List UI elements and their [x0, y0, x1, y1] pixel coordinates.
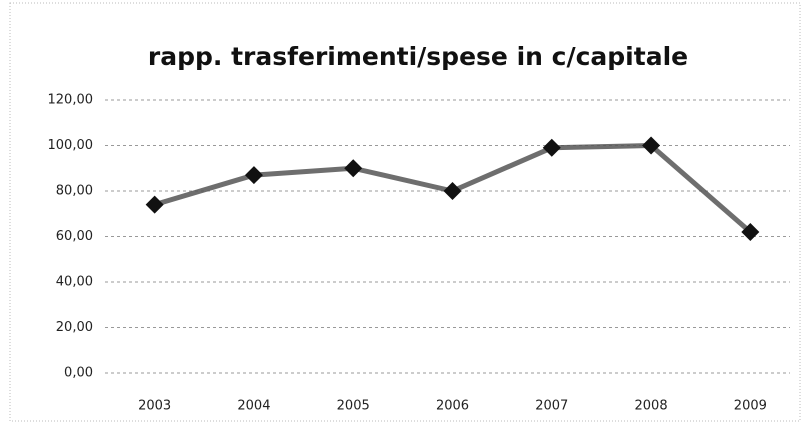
x-tick-label: 2006 — [436, 399, 469, 414]
y-tick-label: 100,00 — [48, 138, 94, 153]
x-tick-label: 2003 — [138, 399, 171, 414]
y-tick-label: 40,00 — [56, 275, 93, 290]
marker — [244, 166, 263, 185]
chart-title: rapp. trasferimenti/spese in c/capitale — [148, 42, 688, 71]
y-tick-label: 20,00 — [56, 320, 93, 335]
chart-border — [9, 2, 801, 422]
marker — [145, 195, 164, 214]
x-tick-label: 2005 — [337, 399, 370, 414]
marker — [741, 222, 760, 241]
marker — [344, 159, 363, 178]
marker — [443, 182, 462, 200]
x-tick-label: 2007 — [535, 399, 568, 414]
marker — [642, 136, 661, 155]
x-tick-label: 2004 — [237, 399, 270, 414]
y-tick-label: 120,00 — [48, 93, 94, 108]
marker — [542, 138, 561, 157]
x-tick-label: 2008 — [635, 399, 668, 414]
y-tick-label: 0,00 — [64, 366, 93, 381]
y-tick-label: 60,00 — [56, 229, 93, 244]
x-tick-label: 2009 — [734, 399, 767, 414]
y-tick-label: 80,00 — [56, 184, 93, 199]
